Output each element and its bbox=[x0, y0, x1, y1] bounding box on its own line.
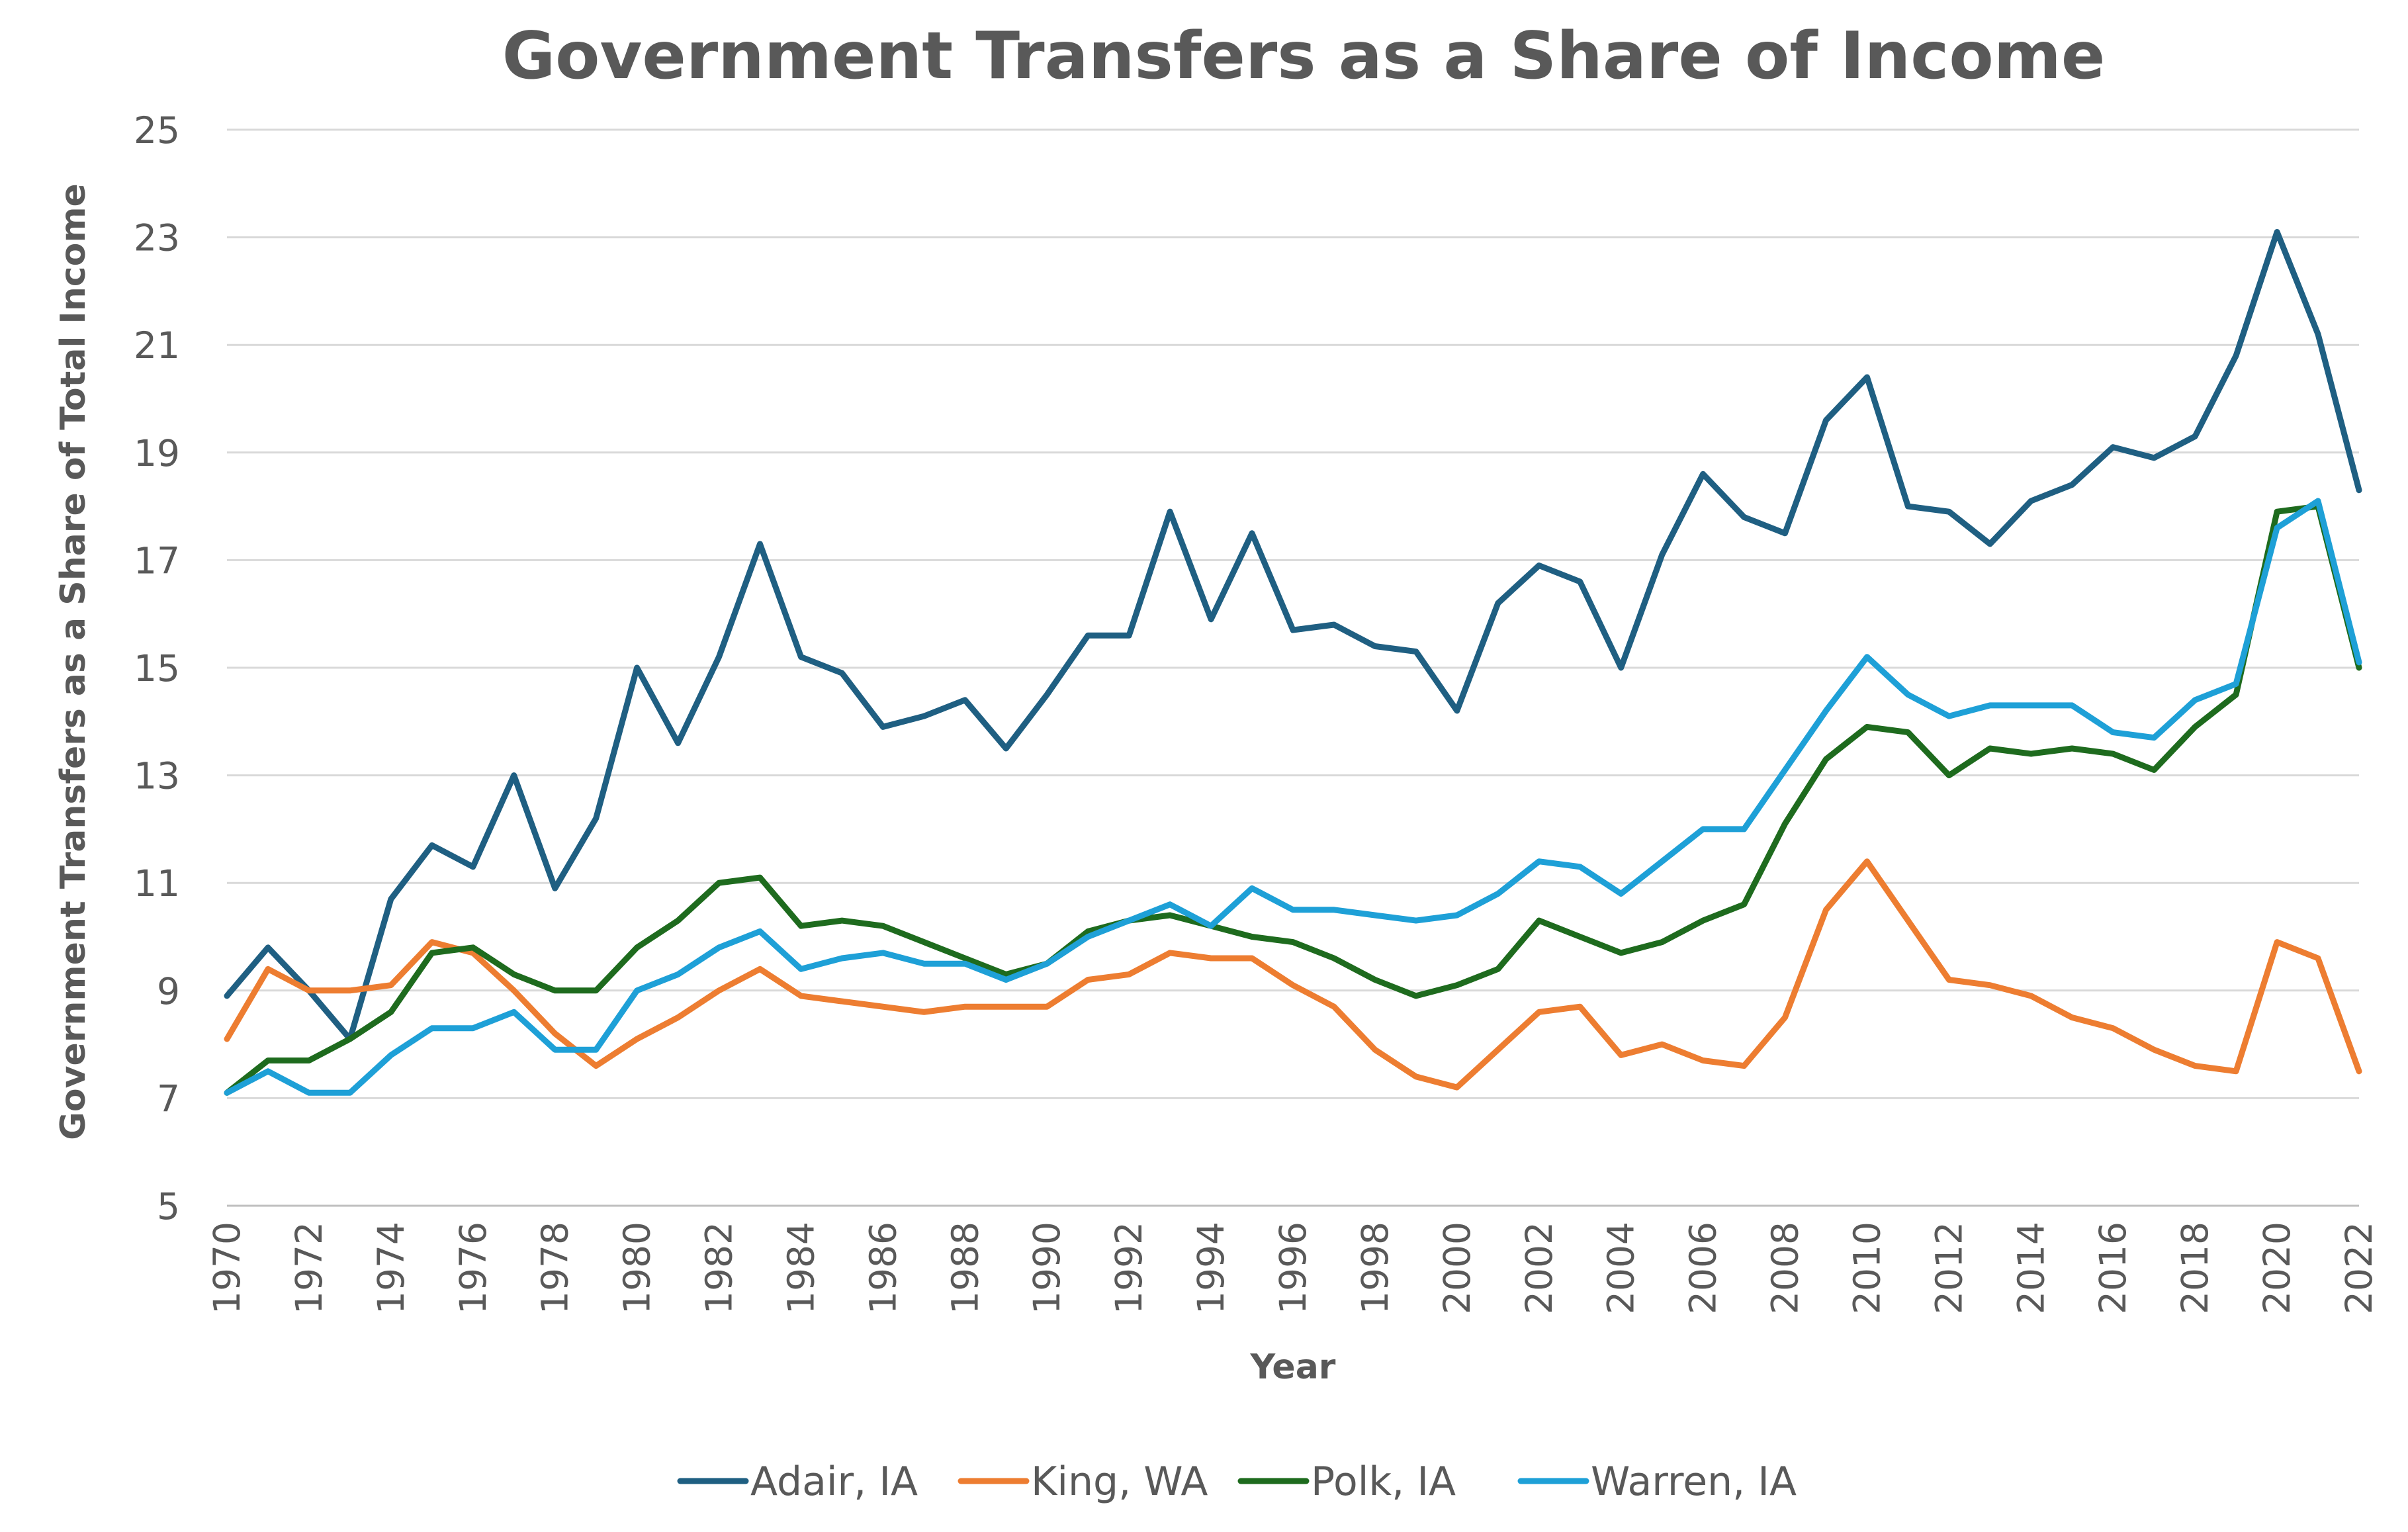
x-tick-label: 1970 bbox=[206, 1222, 248, 1314]
x-tick-labels: 1970 1972 1974 1976 1978 1980 1982 1984 1986 1988… bbox=[206, 1222, 2380, 1314]
y-tick-labels: 5 7 9 11 13 15 17 19 21 23 25 bbox=[134, 109, 180, 1228]
x-tick-label: 1980 bbox=[616, 1222, 658, 1314]
x-tick-label: 1984 bbox=[780, 1222, 822, 1314]
x-tick-label: 1974 bbox=[370, 1222, 412, 1314]
x-tick-label: 1990 bbox=[1026, 1222, 1068, 1314]
y-tick-label: 17 bbox=[134, 539, 180, 582]
series-line-polk-ia bbox=[224, 503, 2362, 1096]
legend-label-king-wa: King, WA bbox=[1031, 1459, 1208, 1505]
x-tick-label: 2014 bbox=[2010, 1222, 2052, 1314]
x-tick-label: 2020 bbox=[2256, 1222, 2298, 1314]
x-tick-label: 1996 bbox=[1272, 1222, 1314, 1314]
legend: Adair, IA King, WA Polk, IA Warren, IA bbox=[677, 1459, 1797, 1505]
chart-title: Government Transfers as a Share of Incom… bbox=[502, 19, 2106, 94]
x-tick-label: 2012 bbox=[1928, 1222, 1970, 1314]
gridlines bbox=[227, 128, 2359, 1099]
x-tick-label: 2006 bbox=[1682, 1222, 1724, 1314]
x-tick-label: 2018 bbox=[2174, 1222, 2216, 1314]
x-tick-label: 2022 bbox=[2338, 1222, 2380, 1314]
series-line-adair-ia bbox=[224, 229, 2362, 1042]
y-tick-label: 13 bbox=[134, 755, 180, 797]
y-tick-label: 11 bbox=[134, 862, 180, 905]
legend-label-adair-ia: Adair, IA bbox=[750, 1459, 918, 1505]
y-tick-label: 5 bbox=[157, 1185, 180, 1228]
y-tick-label: 15 bbox=[134, 647, 180, 690]
x-axis-title: Year bbox=[1250, 1347, 1336, 1387]
x-tick-label: 1972 bbox=[288, 1222, 330, 1314]
x-tick-label: 2010 bbox=[1846, 1222, 1888, 1314]
y-tick-label: 25 bbox=[134, 109, 180, 152]
y-tick-label: 21 bbox=[134, 324, 180, 367]
legend-label-polk-ia: Polk, IA bbox=[1311, 1459, 1456, 1505]
legend-label-warren-ia: Warren, IA bbox=[1591, 1459, 1797, 1505]
series-line-warren-ia bbox=[224, 498, 2362, 1096]
x-tick-label: 1976 bbox=[452, 1222, 494, 1314]
y-tick-label: 23 bbox=[134, 217, 180, 259]
x-tick-label: 2008 bbox=[1764, 1222, 1806, 1314]
x-tick-label: 1978 bbox=[534, 1222, 576, 1314]
x-tick-label: 1982 bbox=[698, 1222, 740, 1314]
y-axis-title: Government Transfers as a Share of Total… bbox=[54, 183, 93, 1140]
x-tick-label: 1986 bbox=[862, 1222, 904, 1314]
y-tick-label: 9 bbox=[157, 970, 180, 1013]
x-tick-label: 2002 bbox=[1518, 1222, 1560, 1314]
x-tick-label: 1988 bbox=[944, 1222, 986, 1314]
series-lines bbox=[224, 229, 2362, 1096]
x-tick-label: 2016 bbox=[2092, 1222, 2134, 1314]
x-tick-label: 1994 bbox=[1190, 1222, 1232, 1314]
x-tick-label: 1992 bbox=[1108, 1222, 1150, 1314]
series-line-king-wa bbox=[224, 858, 2362, 1091]
y-tick-label: 7 bbox=[157, 1077, 180, 1120]
x-tick-label: 2004 bbox=[1600, 1222, 1642, 1314]
y-tick-label: 19 bbox=[134, 432, 180, 474]
x-tick-label: 1998 bbox=[1354, 1222, 1396, 1314]
x-tick-label: 2000 bbox=[1436, 1222, 1478, 1314]
